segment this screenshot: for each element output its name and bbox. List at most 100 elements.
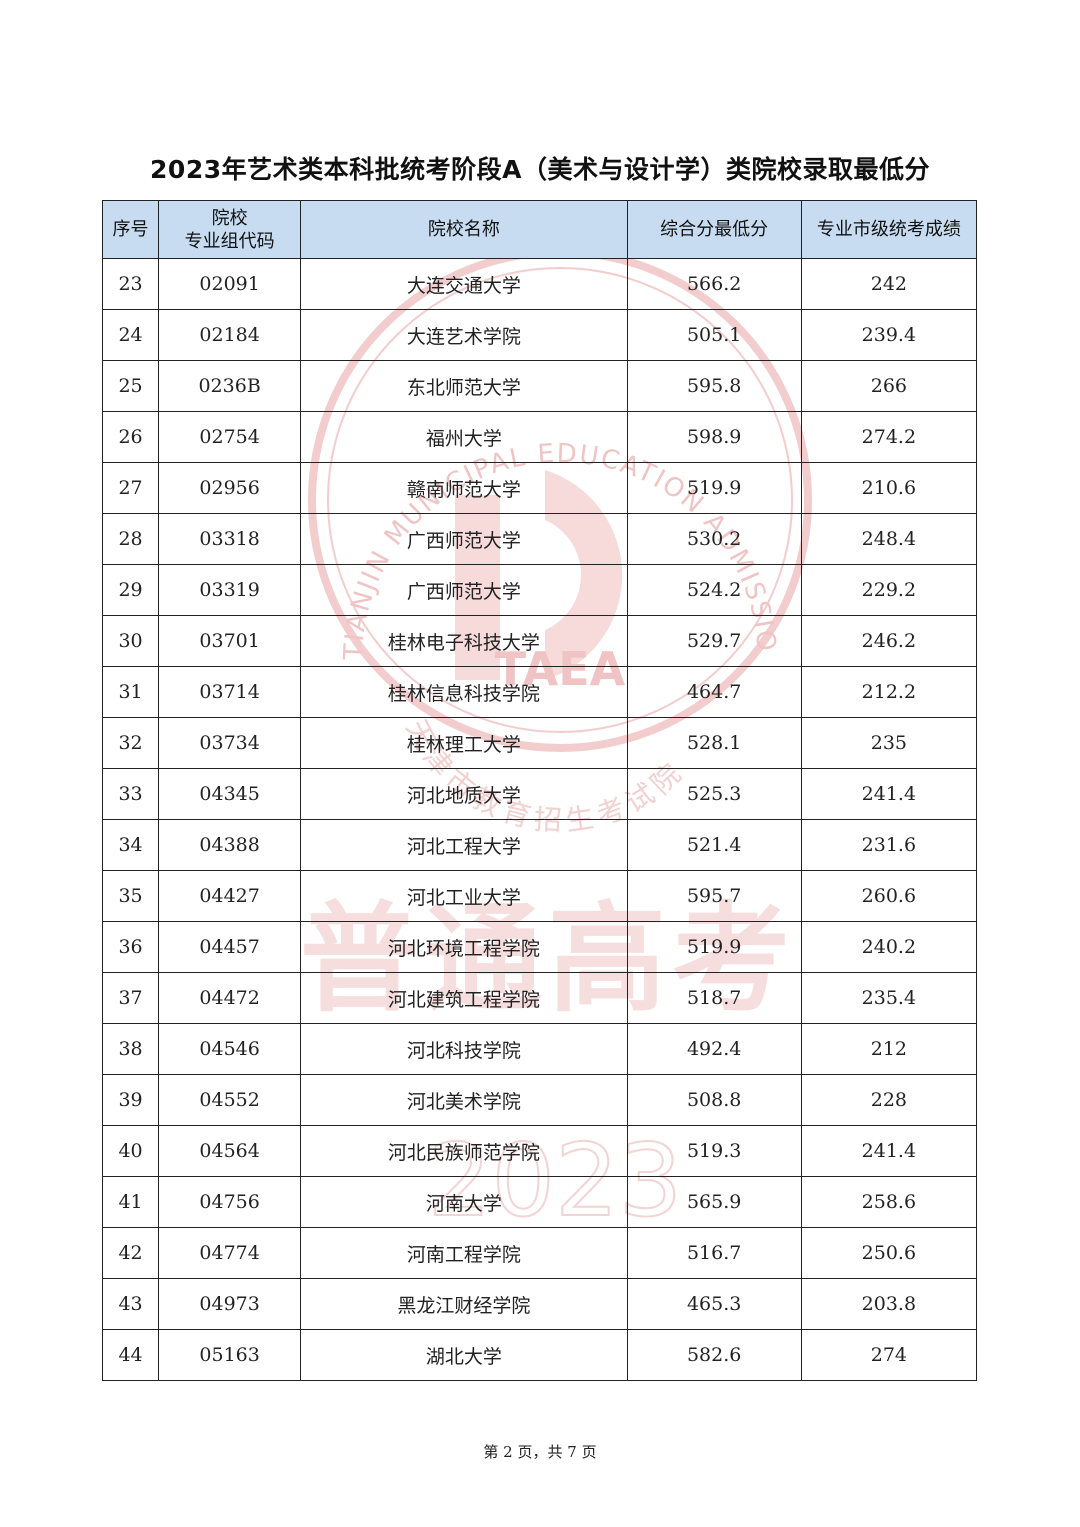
cell-code: 02956 — [158, 462, 302, 514]
cell-name: 河北美术学院 — [300, 1074, 628, 1126]
cell-name: 赣南师范大学 — [300, 462, 628, 514]
cell-no: 39 — [101, 1074, 160, 1126]
cell-pro: 242 — [800, 258, 978, 310]
cell-code: 04973 — [158, 1278, 302, 1330]
cell-code: 05163 — [158, 1329, 302, 1381]
cell-code: 03714 — [158, 666, 302, 718]
page-title: 2023年艺术类本科批统考阶段A（美术与设计学）类院校录取最低分 — [150, 155, 930, 184]
table-row: 37 04472 河北建筑工程学院 518.7 235.4 — [101, 972, 978, 1024]
cell-pro: 203.8 — [800, 1278, 978, 1330]
cell-pro: 229.2 — [800, 564, 978, 616]
table-row: 40 04564 河北民族师范学院 519.3 241.4 — [101, 1125, 978, 1177]
header-code-line2: 专业组代码 — [184, 230, 275, 252]
cell-no: 36 — [101, 921, 160, 973]
cell-score: 525.3 — [626, 768, 802, 820]
cell-pro: 258.6 — [800, 1176, 978, 1228]
cell-code: 04546 — [158, 1023, 302, 1075]
table-row: 23 02091 大连交通大学 566.2 242 — [101, 258, 978, 310]
cell-code: 04552 — [158, 1074, 302, 1126]
cell-no: 40 — [101, 1125, 160, 1177]
cell-score: 516.7 — [626, 1227, 802, 1279]
cell-code: 04756 — [158, 1176, 302, 1228]
table-row: 32 03734 桂林理工大学 528.1 235 — [101, 717, 978, 769]
table-row: 28 03318 广西师范大学 530.2 248.4 — [101, 513, 978, 565]
cell-name: 河南大学 — [300, 1176, 628, 1228]
cell-score: 521.4 — [626, 819, 802, 871]
cell-no: 41 — [101, 1176, 160, 1228]
cell-score: 518.7 — [626, 972, 802, 1024]
cell-name: 河北环境工程学院 — [300, 921, 628, 973]
cell-pro: 212.2 — [800, 666, 978, 718]
table-row: 34 04388 河北工程大学 521.4 231.6 — [101, 819, 978, 871]
cell-pro: 274 — [800, 1329, 978, 1381]
cell-no: 29 — [101, 564, 160, 616]
cell-score: 565.9 — [626, 1176, 802, 1228]
cell-pro: 241.4 — [800, 1125, 978, 1177]
cell-pro: 250.6 — [800, 1227, 978, 1279]
header-code: 院校 专业组代码 — [158, 200, 302, 259]
table-row: 26 02754 福州大学 598.9 274.2 — [101, 411, 978, 463]
table-row: 27 02956 赣南师范大学 519.9 210.6 — [101, 462, 978, 514]
cell-name: 河北工业大学 — [300, 870, 628, 922]
cell-no: 25 — [101, 360, 160, 412]
table-row: 29 03319 广西师范大学 524.2 229.2 — [101, 564, 978, 616]
page-footer: 第 2 页，共 7 页 — [483, 1443, 597, 1461]
cell-name: 广西师范大学 — [300, 513, 628, 565]
cell-code: 04472 — [158, 972, 302, 1024]
cell-no: 42 — [101, 1227, 160, 1279]
cell-name: 河北民族师范学院 — [300, 1125, 628, 1177]
cell-score: 464.7 — [626, 666, 802, 718]
table-row: 25 0236B 东北师范大学 595.8 266 — [101, 360, 978, 412]
cell-no: 32 — [101, 717, 160, 769]
cell-pro: 210.6 — [800, 462, 978, 514]
cell-pro: 239.4 — [800, 309, 978, 361]
table-body: 23 02091 大连交通大学 566.2 242 24 02184 大连艺术学院 505.1 2… — [101, 258, 978, 1381]
cell-no: 37 — [101, 972, 160, 1024]
cell-pro: 266 — [800, 360, 978, 412]
cell-no: 27 — [101, 462, 160, 514]
cell-name: 大连艺术学院 — [300, 309, 628, 361]
cell-name: 黑龙江财经学院 — [300, 1278, 628, 1330]
cell-pro: 274.2 — [800, 411, 978, 463]
header-score: 综合分最低分 — [626, 200, 802, 259]
cell-name: 广西师范大学 — [300, 564, 628, 616]
table-header-row: 序号 院校 专业组代码 院校名称 综合分最低分 专业市级统考成绩 — [101, 200, 978, 259]
cell-name: 福州大学 — [300, 411, 628, 463]
cell-no: 38 — [101, 1023, 160, 1075]
cell-score: 530.2 — [626, 513, 802, 565]
cell-name: 东北师范大学 — [300, 360, 628, 412]
table-row: 36 04457 河北环境工程学院 519.9 240.2 — [101, 921, 978, 973]
cell-pro: 248.4 — [800, 513, 978, 565]
cell-pro: 231.6 — [800, 819, 978, 871]
admission-score-table: 序号 院校 专业组代码 院校名称 综合分最低分 专业市级统考成绩 23 02091… — [101, 200, 978, 1381]
cell-name: 桂林理工大学 — [300, 717, 628, 769]
cell-no: 24 — [101, 309, 160, 361]
table-row: 35 04427 河北工业大学 595.7 260.6 — [101, 870, 978, 922]
cell-code: 02754 — [158, 411, 302, 463]
cell-pro: 228 — [800, 1074, 978, 1126]
cell-pro: 212 — [800, 1023, 978, 1075]
cell-code: 04774 — [158, 1227, 302, 1279]
cell-no: 43 — [101, 1278, 160, 1330]
cell-name: 河南工程学院 — [300, 1227, 628, 1279]
cell-code: 04388 — [158, 819, 302, 871]
cell-name: 河北地质大学 — [300, 768, 628, 820]
table-row: 44 05163 湖北大学 582.6 274 — [101, 1329, 978, 1381]
cell-name: 桂林信息科技学院 — [300, 666, 628, 718]
cell-pro: 246.2 — [800, 615, 978, 667]
table-row: 42 04774 河南工程学院 516.7 250.6 — [101, 1227, 978, 1279]
cell-code: 04564 — [158, 1125, 302, 1177]
cell-code: 04345 — [158, 768, 302, 820]
cell-score: 582.6 — [626, 1329, 802, 1381]
table-row: 38 04546 河北科技学院 492.4 212 — [101, 1023, 978, 1075]
cell-pro: 241.4 — [800, 768, 978, 820]
cell-score: 524.2 — [626, 564, 802, 616]
header-code-line1: 院校 — [211, 207, 248, 229]
cell-score: 529.7 — [626, 615, 802, 667]
cell-no: 30 — [101, 615, 160, 667]
cell-code: 03734 — [158, 717, 302, 769]
cell-name: 河北工程大学 — [300, 819, 628, 871]
cell-score: 505.1 — [626, 309, 802, 361]
cell-no: 23 — [101, 258, 160, 310]
cell-score: 598.9 — [626, 411, 802, 463]
